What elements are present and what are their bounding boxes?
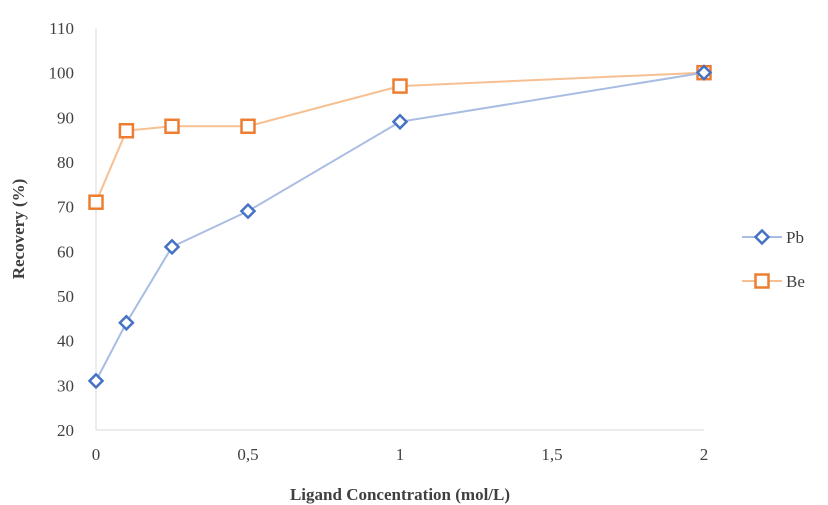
x-tick-label: 0 <box>92 445 101 464</box>
data-point-be <box>164 118 180 135</box>
legend: Pb Be <box>742 228 805 291</box>
data-point-pb <box>239 202 257 220</box>
legend-label: Pb <box>786 228 804 247</box>
legend-marker <box>753 228 771 246</box>
x-axis-ticks: 0 0,5 1 1,5 2 <box>92 445 709 464</box>
data-point-pb <box>391 113 409 131</box>
data-point-be <box>240 118 256 135</box>
x-tick-label: 0,5 <box>237 445 258 464</box>
y-tick-label: 40 <box>57 332 74 351</box>
y-tick-label: 70 <box>57 198 74 217</box>
y-tick-label: 110 <box>49 19 74 38</box>
data-point-pb <box>87 372 105 390</box>
data-point-be <box>118 122 135 139</box>
data-point-pb <box>118 314 135 332</box>
legend-item-pb: Pb <box>742 228 804 247</box>
y-tick-label: 80 <box>57 153 74 172</box>
y-tick-label: 30 <box>57 376 74 395</box>
data-point-be <box>88 194 104 210</box>
x-tick-label: 1 <box>396 445 405 464</box>
y-tick-label: 50 <box>57 287 74 306</box>
legend-label: Be <box>786 272 805 291</box>
legend-marker <box>754 273 770 289</box>
series-be <box>88 64 712 210</box>
data-point-be <box>392 78 408 94</box>
y-tick-label: 20 <box>57 421 74 440</box>
y-axis-ticks: 20 30 40 50 60 70 80 90 100 110 <box>49 19 75 440</box>
series-pb <box>87 64 713 390</box>
x-axis-title: Ligand Concentration (mol/L) <box>290 485 510 504</box>
legend-item-be: Be <box>742 272 805 291</box>
y-tick-label: 90 <box>57 108 74 127</box>
y-axis-title: Recovery (%) <box>9 179 28 280</box>
series-line-be <box>95 71 705 203</box>
data-point-pb <box>695 64 713 81</box>
x-tick-label: 1,5 <box>541 445 562 464</box>
y-tick-label: 100 <box>49 64 75 83</box>
series-layer <box>87 64 713 390</box>
axes <box>95 28 704 431</box>
x-tick-label: 2 <box>700 445 709 464</box>
y-tick-label: 60 <box>57 242 74 261</box>
data-point-pb <box>163 238 181 256</box>
series-line-pb <box>95 71 705 382</box>
